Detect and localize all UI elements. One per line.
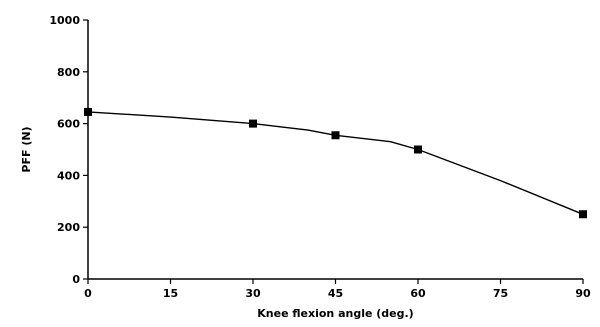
x-tick-label: 90 [575, 287, 591, 300]
x-tick-label: 60 [410, 287, 426, 300]
y-tick-label: 0 [72, 273, 80, 286]
x-tick-label: 0 [84, 287, 92, 300]
data-point-marker [84, 107, 92, 116]
data-point-marker [249, 119, 257, 128]
series-layer [84, 107, 587, 219]
x-tick-label: 45 [328, 287, 343, 300]
y-tick-label: 400 [57, 169, 80, 182]
x-tick-label: 15 [163, 287, 178, 300]
data-point-marker [331, 131, 340, 140]
data-point-marker [579, 210, 587, 219]
x-axis-title: Knee flexion angle (deg.) [257, 307, 413, 320]
x-axis-ticks: 0 15 30 45 60 75 90 [84, 279, 591, 300]
y-tick-label: 600 [57, 118, 80, 131]
axes [87, 20, 583, 280]
y-axis-ticks: 0 200 400 600 800 1000 [49, 14, 88, 286]
y-tick-label: 1000 [49, 14, 80, 27]
y-tick-label: 200 [57, 221, 80, 234]
series-line [87, 111, 584, 215]
x-tick-label: 75 [493, 287, 508, 300]
x-tick-label: 30 [245, 287, 261, 300]
y-axis-title: PFF (N) [20, 126, 33, 172]
data-point-marker [414, 145, 422, 154]
y-tick-label: 800 [57, 66, 80, 79]
